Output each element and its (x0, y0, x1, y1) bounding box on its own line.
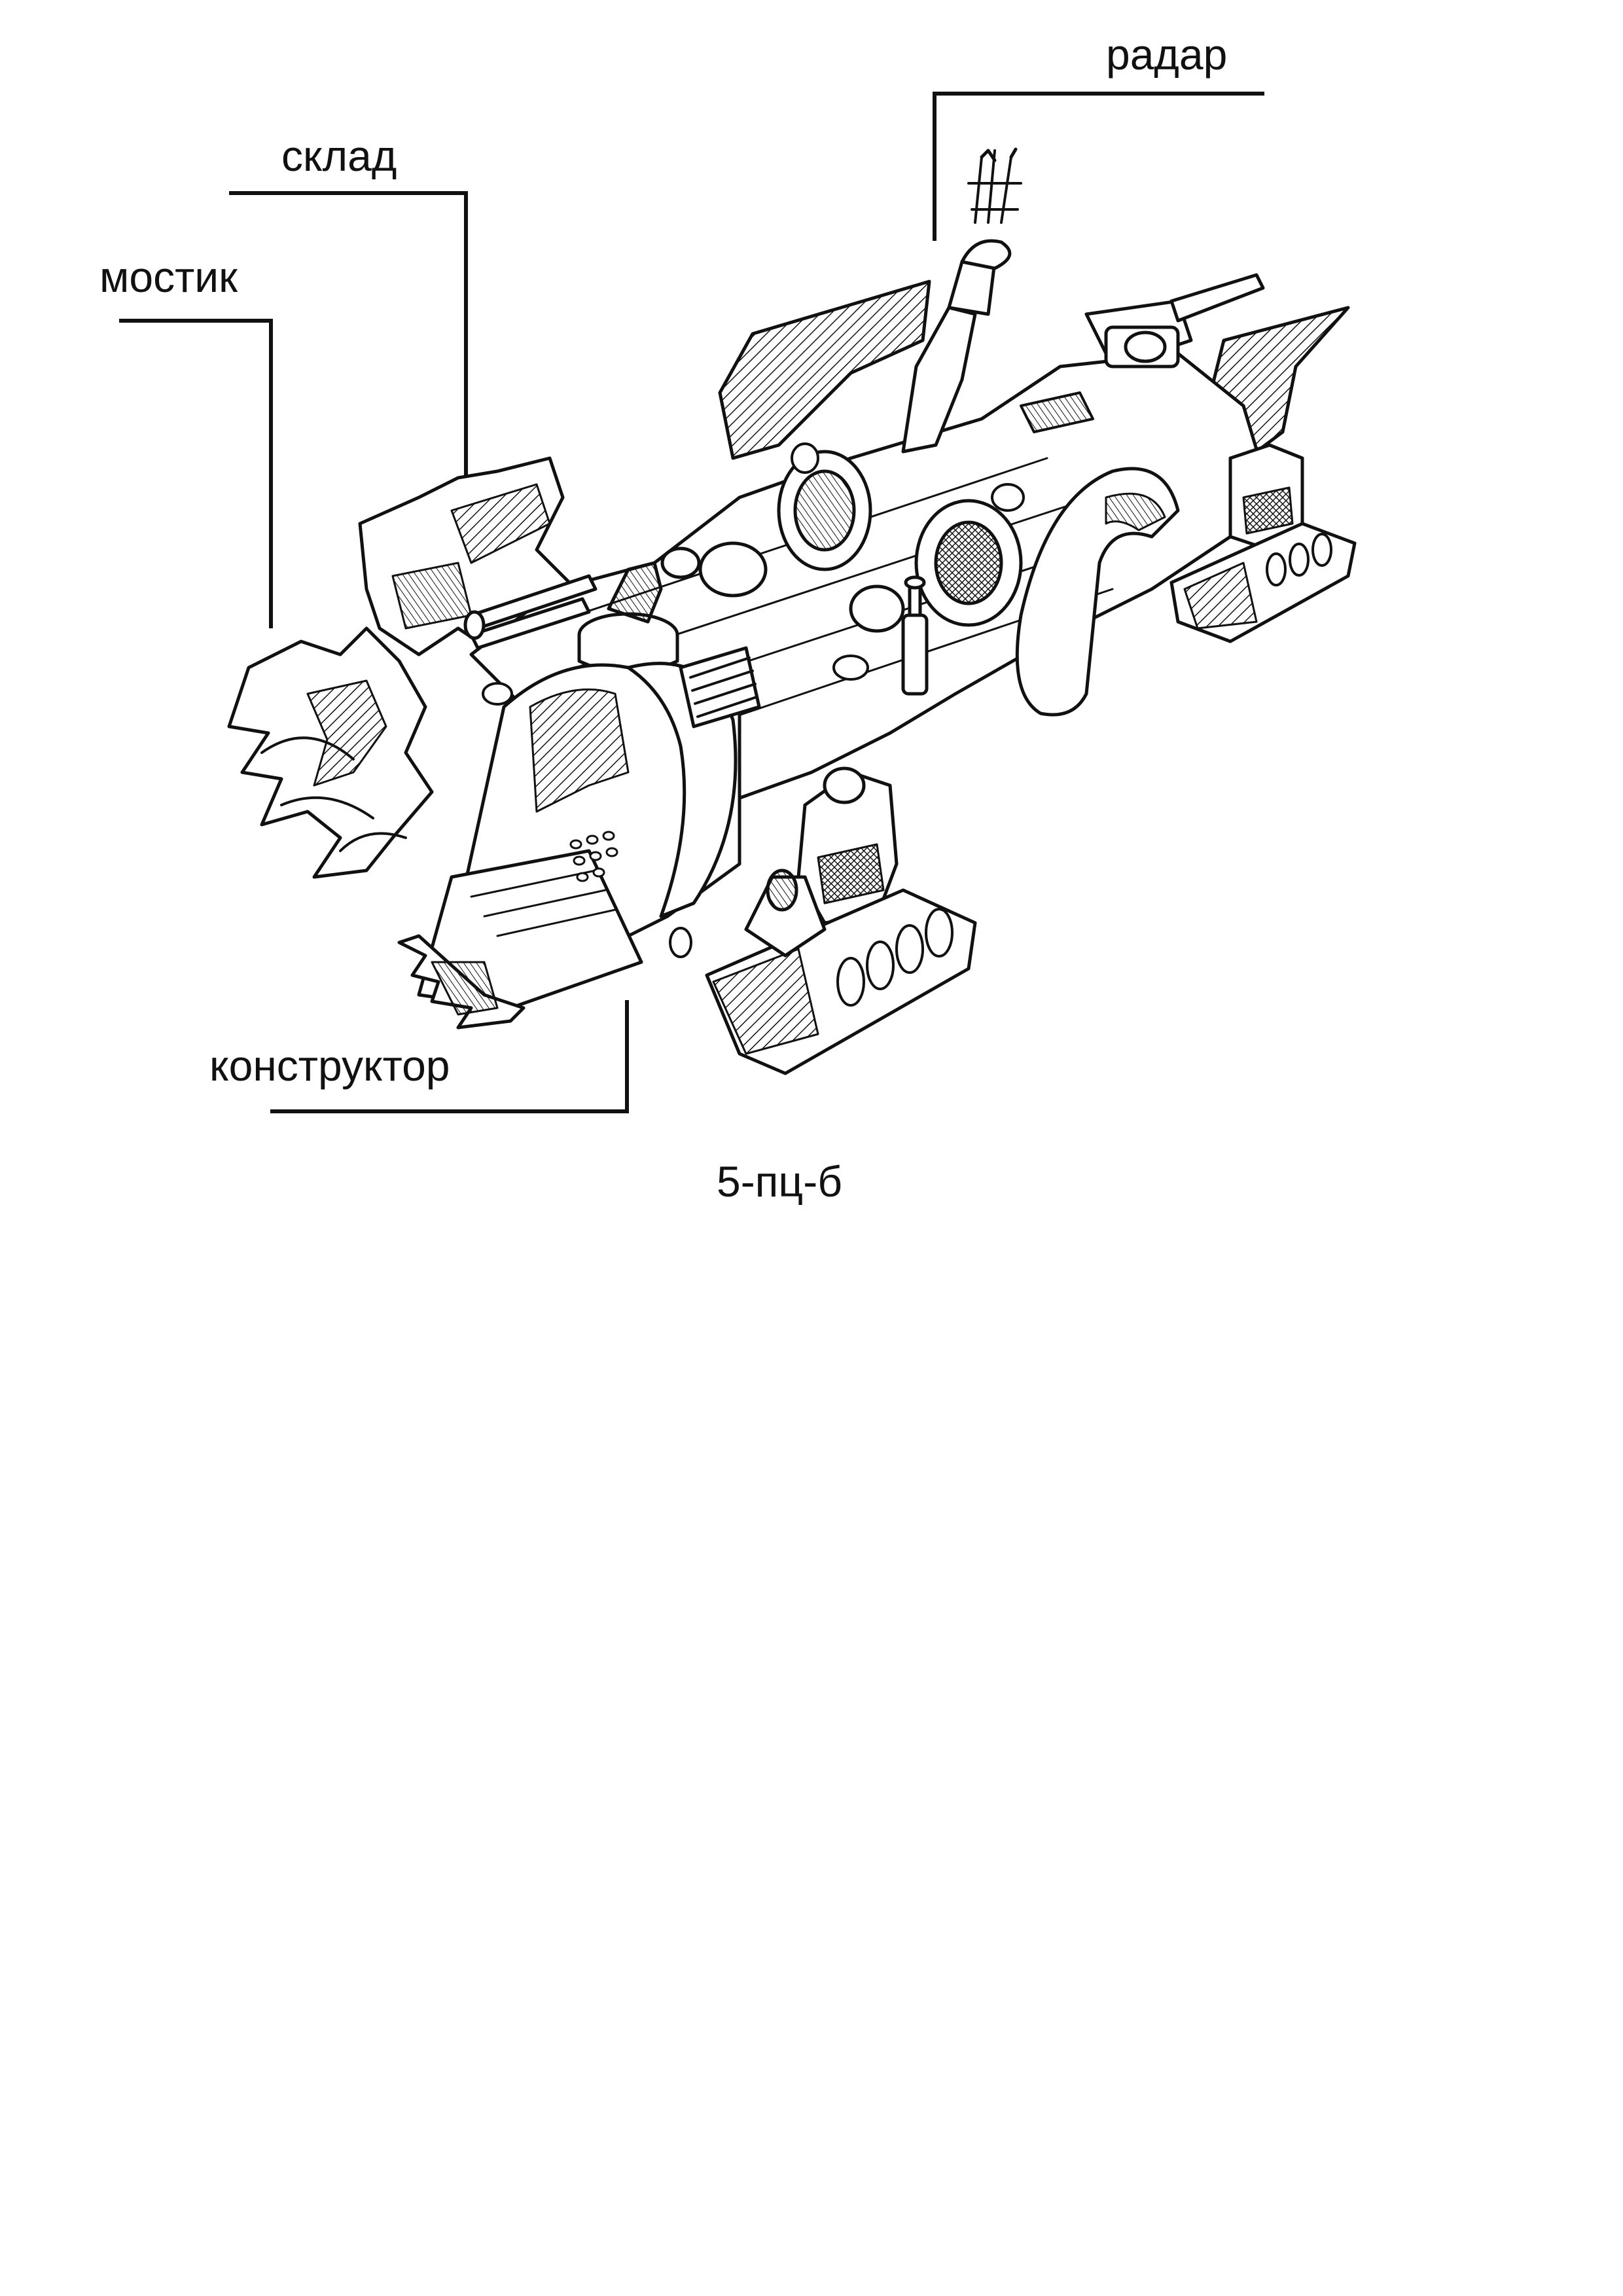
vent-holes (569, 831, 618, 882)
radar-mast (901, 147, 1022, 454)
front-grille (679, 646, 761, 728)
constructor-bay (397, 662, 741, 1030)
rear-turret (1084, 273, 1265, 368)
piston (901, 575, 929, 696)
front-track-unit (705, 766, 977, 1075)
bridge-label: мостик (99, 253, 238, 301)
sklad-leader-line (229, 191, 468, 478)
konstruktor-leader-line (270, 1000, 629, 1113)
constructor-label: конструктор (209, 1041, 450, 1090)
vehicle-drawing (227, 147, 1357, 1075)
mostik-leader-line (119, 319, 273, 628)
radar-leader-line (933, 92, 1264, 241)
center-turret (577, 547, 701, 674)
upper-wing-panel (718, 279, 931, 460)
rear-claw-hatch (306, 679, 387, 787)
gun-barrels (463, 574, 597, 650)
storage-label: склад (281, 132, 397, 180)
figure-caption: 5-пц-б (717, 1157, 843, 1206)
callout-lines (119, 92, 1264, 1113)
rear-track-unit (1169, 443, 1357, 643)
drum-segments (698, 450, 1023, 633)
radar-label: радар (1106, 30, 1228, 79)
hull-details (482, 391, 1094, 958)
